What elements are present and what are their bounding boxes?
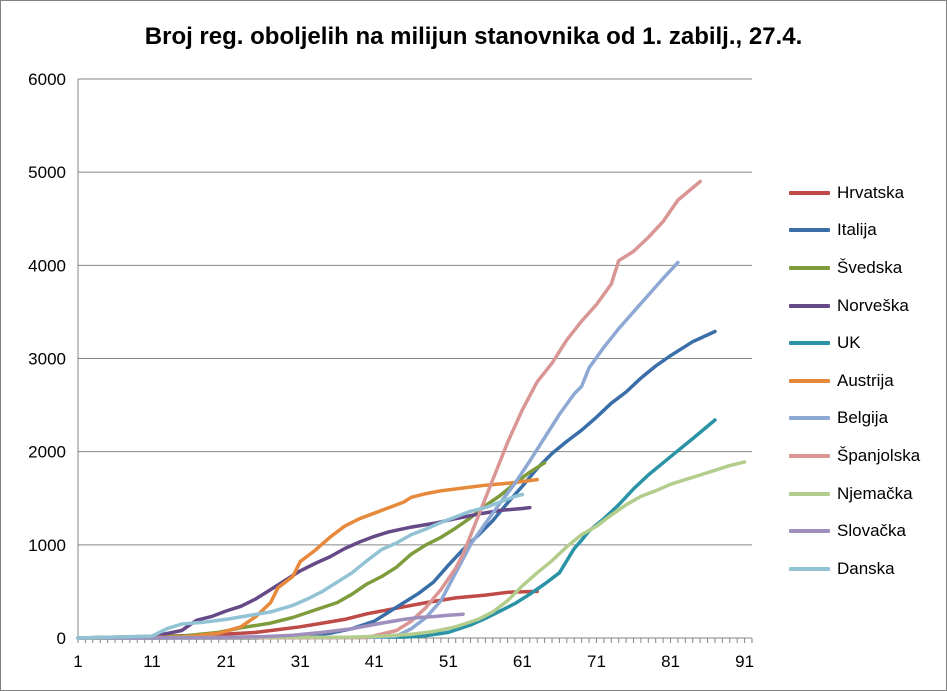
legend-label: Italija (837, 220, 877, 240)
series-line-hrvatska (76, 589, 539, 640)
legend-swatch (789, 265, 830, 270)
x-tick-label: 71 (587, 652, 606, 671)
legend-swatch (789, 416, 830, 421)
legend-label: Austrija (837, 370, 894, 390)
series-line-njemačka (76, 460, 747, 640)
legend-label: Španjolska (837, 445, 921, 465)
x-tick-label: 31 (291, 652, 310, 671)
legend-item: Španjolska (789, 437, 920, 475)
legend: Hrvatska Italija Švedska Norveška UK Austrija… (789, 174, 920, 588)
legend-swatch (789, 228, 830, 233)
x-tick-label: 51 (439, 652, 458, 671)
legend-item: UK (789, 324, 920, 362)
legend-label: Norveška (837, 295, 909, 315)
legend-item: Švedska (789, 249, 920, 287)
series-line-slovačka (76, 612, 465, 640)
x-tick-label: 1 (73, 652, 82, 671)
series-line-danska (76, 492, 525, 640)
legend-item: Hrvatska (789, 174, 920, 212)
x-tick-label: 41 (365, 652, 384, 671)
chart-title: Broj reg. oboljelih na milijun stanovnik… (144, 23, 803, 50)
legend-label: Belgija (837, 408, 889, 428)
series-line-švedska (76, 461, 547, 640)
legend-swatch (789, 529, 830, 534)
y-tick-label: 4000 (28, 256, 66, 275)
legend-swatch (789, 566, 830, 571)
legend-item: Belgija (789, 400, 920, 438)
legend-label: UK (837, 333, 861, 353)
legend-swatch (789, 491, 830, 496)
x-tick-label: 91 (735, 652, 754, 671)
series-line-španjolska (76, 179, 702, 640)
legend-label: Slovačka (837, 521, 906, 541)
legend-label: Švedska (837, 257, 903, 277)
y-tick-label: 2000 (28, 443, 66, 462)
legend-item: Austrija (789, 362, 920, 400)
legend-label: Danska (837, 558, 895, 578)
legend-item: Njemačka (789, 475, 920, 513)
series-line-belgija (76, 260, 680, 640)
y-tick-label: 0 (57, 629, 66, 648)
y-tick-label: 6000 (28, 70, 66, 89)
y-tick-label: 5000 (28, 163, 66, 182)
series-line-austrija (76, 477, 539, 640)
x-tick-label: 81 (661, 652, 680, 671)
legend-swatch (789, 190, 830, 195)
legend-swatch (789, 303, 830, 308)
legend-item: Italija (789, 212, 920, 250)
y-tick-label: 3000 (28, 350, 66, 369)
legend-item: Norveška (789, 287, 920, 325)
legend-item: Slovačka (789, 512, 920, 550)
legend-swatch (789, 378, 830, 383)
legend-label: Njemačka (837, 483, 913, 503)
series-line-uk (76, 418, 717, 640)
x-tick-label: 11 (143, 652, 161, 671)
x-tick-label: 61 (513, 652, 532, 671)
legend-swatch (789, 453, 830, 458)
y-tick-label: 1000 (28, 536, 66, 555)
legend-label: Hrvatska (837, 182, 905, 202)
series-line-norveška (76, 505, 532, 640)
x-tick-label: 21 (217, 652, 236, 671)
legend-item: Danska (789, 550, 920, 588)
series-line-italija (76, 329, 717, 640)
legend-swatch (789, 341, 830, 346)
